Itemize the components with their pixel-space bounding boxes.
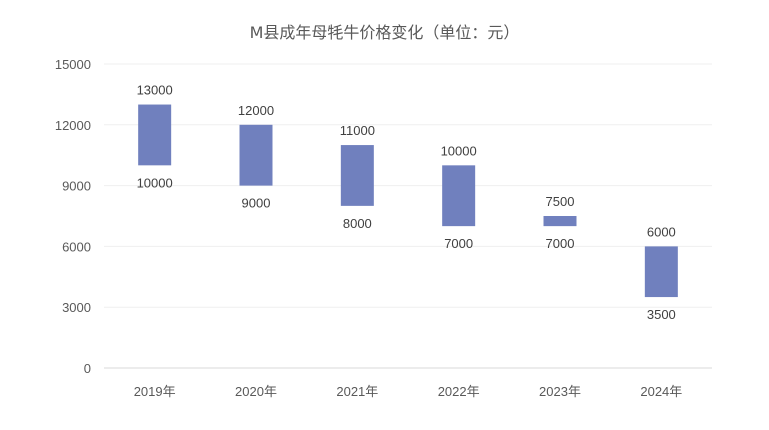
price-range-bar (340, 145, 374, 206)
high-value-label: 11000 (340, 123, 375, 138)
low-value-label: 8000 (343, 216, 372, 231)
y-tick-label: 0 (84, 361, 91, 376)
high-value-label: 13000 (137, 83, 173, 98)
high-value-label: 12000 (238, 103, 274, 118)
price-range-bar (644, 246, 678, 298)
y-tick-label: 3000 (62, 300, 91, 315)
x-tick-label: 2019年 (134, 384, 176, 399)
x-axis-ticks: 2019年 2020年 2021年 2022年 2023年 2024年 (134, 384, 683, 399)
high-value-label: 7500 (546, 194, 575, 209)
low-value-label: 10000 (137, 175, 173, 190)
high-value-label: 10000 (441, 143, 477, 158)
low-value-label: 9000 (242, 196, 271, 211)
y-tick-label: 15000 (55, 57, 91, 72)
price-range-bar (543, 216, 577, 227)
high-value-label: 6000 (647, 224, 676, 239)
x-tick-label: 2022年 (438, 384, 480, 399)
x-tick-label: 2020年 (235, 384, 277, 399)
y-tick-label: 9000 (62, 179, 91, 194)
data-labels: 13000 10000 12000 9000 11000 8000 10000 7000 750… (137, 83, 676, 323)
price-range-bar (138, 104, 172, 166)
x-tick-label: 2024年 (640, 384, 682, 399)
y-axis-ticks: 0 3000 6000 9000 12000 15000 (55, 57, 91, 376)
low-value-label: 3500 (647, 307, 676, 322)
y-tick-label: 6000 (62, 239, 91, 254)
chart-title: M县成年母牦牛价格变化（单位：元） (250, 23, 520, 42)
x-tick-label: 2023年 (539, 384, 581, 399)
gridlines (104, 63, 712, 308)
bars (138, 104, 678, 298)
price-range-bar (239, 124, 273, 186)
y-tick-label: 12000 (55, 118, 91, 133)
low-value-label: 7000 (546, 236, 575, 251)
x-tick-label: 2021年 (336, 384, 378, 399)
low-value-label: 7000 (444, 236, 473, 251)
price-range-bar (442, 165, 476, 227)
